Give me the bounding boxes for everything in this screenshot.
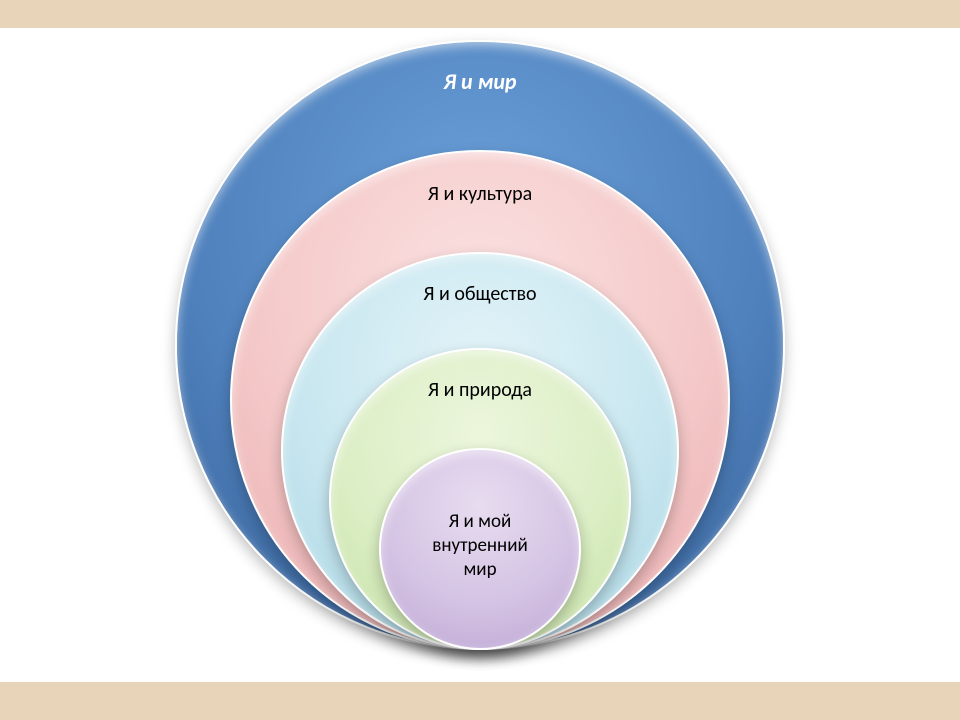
circle-label-nature: Я и природа (344, 378, 616, 403)
circle-label-culture: Я и культура (255, 182, 705, 207)
circle-inner: Я и мой внутренний мир (379, 448, 581, 650)
circle-label-outer: Я и мир (206, 68, 755, 96)
circle-label-society: Я и общество (301, 282, 659, 307)
circle-label-inner: Я и мой внутренний мир (389, 510, 571, 581)
stacked-venn-diagram: Я и мир Я и культура Я и общество Я и приро… (170, 42, 790, 662)
